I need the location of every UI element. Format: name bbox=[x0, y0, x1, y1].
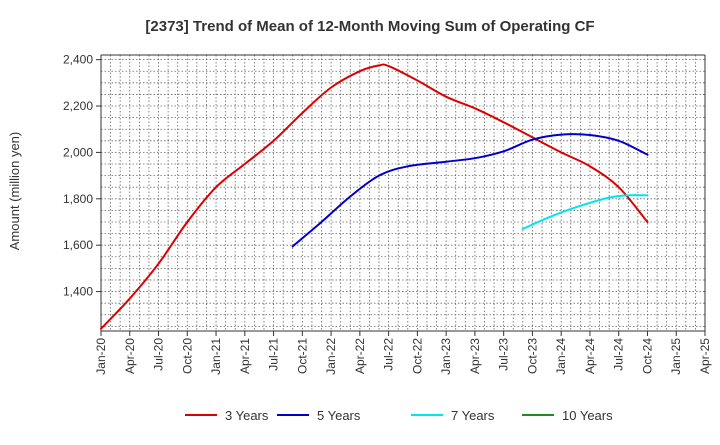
x-tick-label: Oct-22 bbox=[410, 338, 424, 374]
x-tick-label: Jan-25 bbox=[669, 338, 683, 375]
y-tick-label: 1,600 bbox=[63, 238, 93, 252]
x-tick-label: Jul-23 bbox=[497, 338, 511, 371]
plot-area bbox=[101, 55, 705, 331]
x-tick-label: Jul-22 bbox=[382, 338, 396, 371]
y-axis-label: Amount (million yen) bbox=[7, 132, 22, 251]
x-tick-label: Jan-20 bbox=[94, 338, 108, 375]
x-tick-label: Apr-20 bbox=[123, 338, 137, 374]
legend: 3 Years 5 Years 7 Years 10 Years bbox=[185, 408, 613, 423]
tick-labels: 1,400 1,600 1,800 2,000 2,200 2,400 Jan-20 Apr-… bbox=[63, 53, 712, 375]
x-tick-label: Jul-24 bbox=[612, 338, 626, 371]
series-lines bbox=[100, 63, 649, 330]
legend-label-3-years: 3 Years bbox=[225, 408, 269, 423]
legend-label-10-years: 10 Years bbox=[562, 408, 613, 423]
x-tick-label: Oct-20 bbox=[180, 338, 194, 374]
y-tick-label: 2,200 bbox=[63, 99, 93, 113]
series-line-5-years bbox=[291, 133, 649, 248]
series-line-3-years bbox=[100, 63, 649, 330]
x-tick-label: Oct-24 bbox=[640, 338, 654, 374]
x-tick-label: Jan-24 bbox=[554, 338, 568, 375]
x-tick-label: Apr-24 bbox=[583, 338, 597, 374]
legend-label-5-years: 5 Years bbox=[317, 408, 361, 423]
x-tick-label: Jan-21 bbox=[209, 338, 223, 375]
x-tick-label: Jan-23 bbox=[439, 338, 453, 375]
grid-lines bbox=[101, 55, 705, 331]
axes bbox=[96, 54, 706, 336]
y-tick-label: 2,400 bbox=[63, 53, 93, 67]
x-tick-label: Apr-25 bbox=[698, 338, 712, 374]
y-tick-label: 1,400 bbox=[63, 285, 93, 299]
x-tick-label: Oct-21 bbox=[295, 338, 309, 374]
x-tick-label: Apr-22 bbox=[353, 338, 367, 374]
series-line-7-years bbox=[521, 194, 649, 230]
x-tick-label: Apr-23 bbox=[468, 338, 482, 374]
x-tick-label: Jul-21 bbox=[267, 338, 281, 371]
chart-title: [2373] Trend of Mean of 12-Month Moving … bbox=[145, 18, 594, 35]
legend-label-7-years: 7 Years bbox=[451, 408, 495, 423]
y-tick-label: 1,800 bbox=[63, 192, 93, 206]
y-tick-label: 2,000 bbox=[63, 145, 93, 159]
x-tick-label: Jan-22 bbox=[324, 338, 338, 375]
x-tick-label: Oct-23 bbox=[525, 338, 539, 374]
x-tick-label: Jul-20 bbox=[152, 338, 166, 371]
x-tick-label: Apr-21 bbox=[238, 338, 252, 374]
